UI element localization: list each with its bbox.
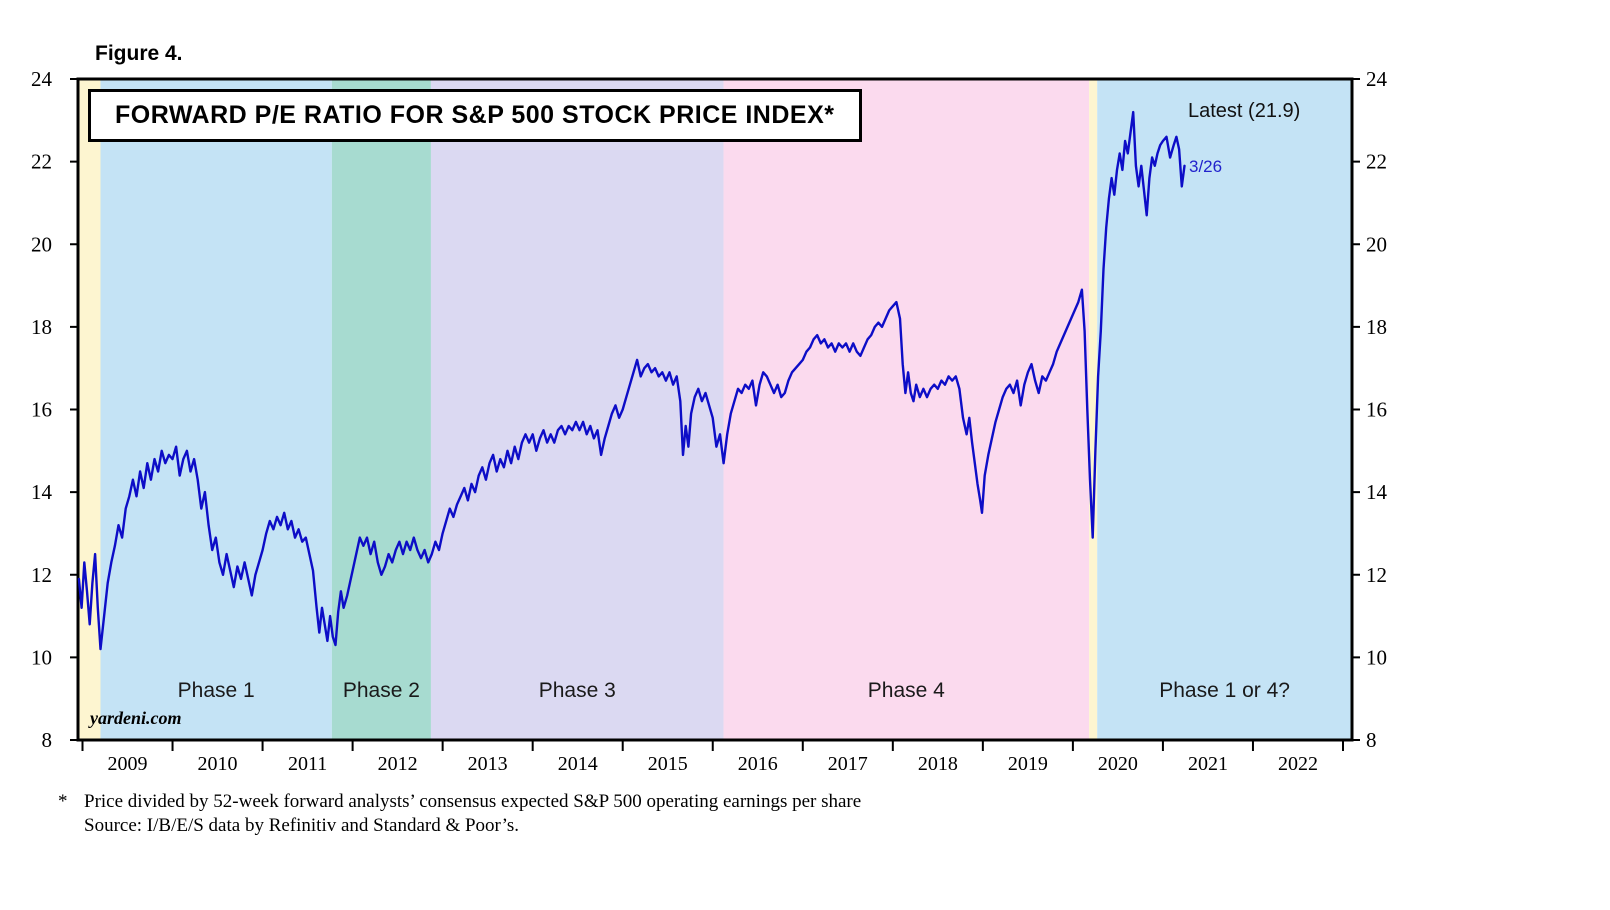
y-axis-label-left: 20 <box>31 232 52 256</box>
y-axis-label-left: 14 <box>31 480 53 504</box>
latest-value-annotation: Latest (21.9) <box>1188 100 1301 122</box>
y-axis-label-left: 10 <box>31 645 52 669</box>
x-axis-year-label: 2022 <box>1278 753 1318 775</box>
yardeni-watermark: yardeni.com <box>90 708 182 728</box>
pe-ratio-line <box>77 110 1186 651</box>
footnote-marker: * <box>58 791 68 812</box>
phase-label: Phase 1 or 4? <box>1159 679 1290 702</box>
phase-label: Phase 4 <box>868 679 945 702</box>
footnote-source: Source: I/B/E/S data by Refinitiv and St… <box>84 815 520 836</box>
y-axis-label-right: 18 <box>1366 315 1387 339</box>
y-axis-label-right: 16 <box>1366 398 1387 422</box>
phase-label: Phase 2 <box>343 679 420 702</box>
phase-region <box>100 79 332 740</box>
x-axis-year-label: 2017 <box>828 753 868 775</box>
y-axis-label-right: 12 <box>1366 563 1387 587</box>
phase-region <box>430 79 724 740</box>
y-axis-label-right: 24 <box>1366 67 1388 91</box>
y-axis-label-right: 8 <box>1366 728 1377 752</box>
chart-title-box: FORWARD P/E RATIO FOR S&P 500 STOCK PRIC… <box>88 89 862 142</box>
latest-date-annotation: 3/26 <box>1189 157 1223 176</box>
x-axis-year-label: 2009 <box>108 753 148 775</box>
figure-label: Figure 4. <box>95 42 183 65</box>
phase-label: Phase 3 <box>539 679 616 702</box>
x-axis-year-label: 2015 <box>648 753 688 775</box>
phase-label: Phase 1 <box>178 679 255 702</box>
x-axis-year-label: 2016 <box>738 753 778 775</box>
phase-region <box>78 79 101 740</box>
x-axis-year-label: 2012 <box>378 753 418 775</box>
y-axis-label-left: 24 <box>31 67 53 91</box>
phase-region <box>331 79 431 740</box>
phase-region <box>723 79 1090 740</box>
x-axis-year-label: 2019 <box>1008 753 1048 775</box>
y-axis-label-left: 8 <box>42 728 53 752</box>
x-axis-year-label: 2020 <box>1098 753 1138 775</box>
y-axis-label-right: 10 <box>1366 645 1387 669</box>
x-axis-year-label: 2010 <box>198 753 238 775</box>
y-axis-label-right: 22 <box>1366 150 1387 174</box>
y-axis-label-left: 16 <box>31 398 52 422</box>
x-axis-year-label: 2011 <box>288 753 327 775</box>
x-axis-year-label: 2014 <box>558 753 598 775</box>
y-axis-label-right: 20 <box>1366 232 1387 256</box>
footnote-line1: Price divided by 52-week forward analyst… <box>84 791 862 812</box>
y-axis-label-left: 22 <box>31 150 52 174</box>
x-axis-year-label: 2013 <box>468 753 508 775</box>
y-axis-label-right: 14 <box>1366 480 1388 504</box>
x-axis-year-label: 2018 <box>918 753 958 775</box>
y-axis-label-left: 12 <box>31 563 52 587</box>
y-axis-label-left: 18 <box>31 315 52 339</box>
x-axis-year-label: 2021 <box>1188 753 1228 775</box>
footnote: * Price divided by 52-week forward analy… <box>58 790 861 838</box>
phase-region <box>1097 79 1352 740</box>
phase-region <box>1089 79 1098 740</box>
